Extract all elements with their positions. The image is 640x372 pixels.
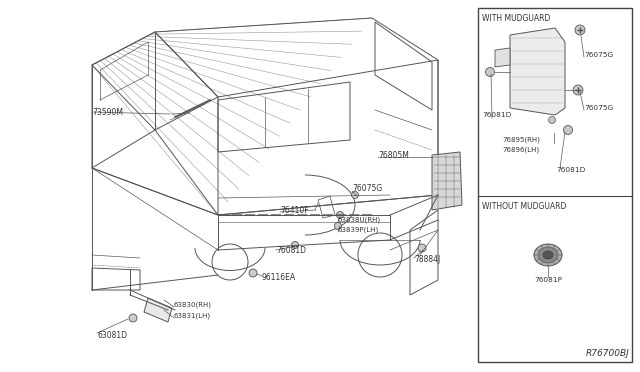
Text: WITH MUDGUARD: WITH MUDGUARD (482, 13, 550, 22)
Ellipse shape (538, 247, 558, 263)
Text: 76081D: 76081D (276, 246, 306, 254)
Text: 76896(LH): 76896(LH) (502, 147, 539, 153)
Text: 76895(RH): 76895(RH) (502, 137, 540, 143)
Circle shape (486, 67, 495, 77)
Text: 76081D: 76081D (482, 112, 511, 118)
Text: 76075G: 76075G (352, 183, 382, 192)
Circle shape (335, 222, 342, 230)
Circle shape (573, 85, 583, 95)
Ellipse shape (543, 251, 553, 259)
Text: 63831(LH): 63831(LH) (174, 313, 211, 319)
Text: 63081D: 63081D (97, 330, 127, 340)
Text: 96116EA: 96116EA (262, 273, 296, 282)
Polygon shape (432, 152, 462, 210)
Circle shape (575, 25, 585, 35)
Text: 76075G: 76075G (584, 105, 613, 111)
Text: 76081P: 76081P (534, 277, 562, 283)
Text: 78884J: 78884J (414, 256, 440, 264)
Text: WITHOUT MUDGUARD: WITHOUT MUDGUARD (482, 202, 566, 211)
Text: 76410F: 76410F (280, 205, 308, 215)
Circle shape (249, 269, 257, 277)
Bar (478, 8, 632, 362)
Text: 76805M: 76805M (378, 151, 409, 160)
Text: 76081D: 76081D (556, 167, 585, 173)
Polygon shape (144, 298, 172, 322)
Circle shape (418, 244, 426, 252)
Circle shape (563, 125, 573, 135)
Circle shape (351, 192, 358, 199)
Text: 63830(RH): 63830(RH) (174, 302, 212, 308)
Text: 63838U(RH): 63838U(RH) (338, 217, 381, 223)
Text: 63839P(LH): 63839P(LH) (338, 227, 380, 233)
Circle shape (337, 212, 344, 218)
Circle shape (129, 314, 137, 322)
Text: 73590M: 73590M (92, 108, 123, 116)
Circle shape (548, 116, 556, 124)
Circle shape (291, 241, 298, 248)
Polygon shape (510, 28, 565, 115)
Text: 76075G: 76075G (584, 52, 613, 58)
Polygon shape (495, 48, 510, 67)
Ellipse shape (534, 244, 562, 266)
Text: R76700BJ: R76700BJ (586, 349, 630, 358)
